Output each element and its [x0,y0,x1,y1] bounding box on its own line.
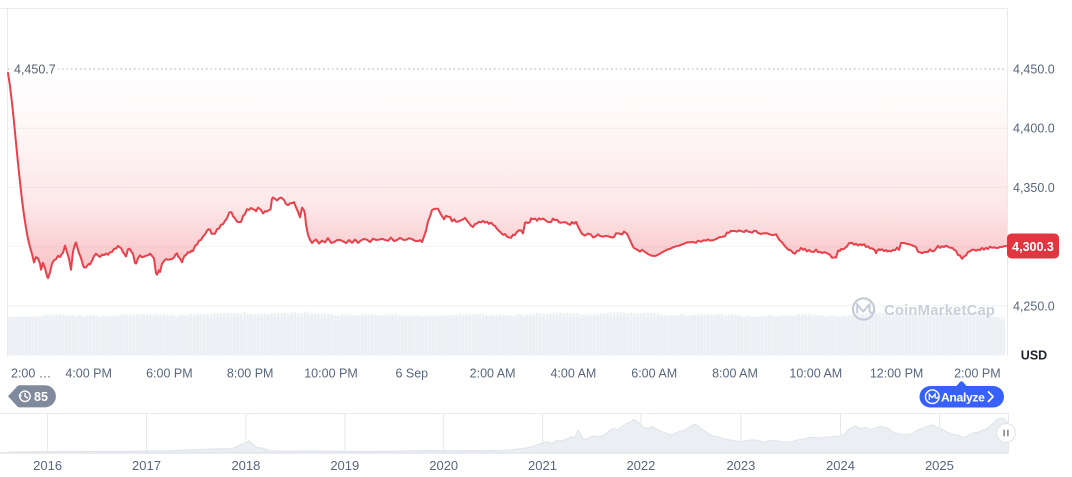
svg-text:Analyze: Analyze [941,390,985,404]
svg-text:2:00 …: 2:00 … [11,367,51,381]
svg-text:2024: 2024 [826,458,855,473]
svg-text:85: 85 [34,390,48,404]
svg-text:4,400.0: 4,400.0 [1013,122,1055,136]
svg-text:4,350.0: 4,350.0 [1013,181,1055,195]
svg-text:10:00 AM: 10:00 AM [789,367,842,381]
svg-text:4:00 AM: 4:00 AM [550,367,596,381]
svg-text:4,450.0: 4,450.0 [1013,63,1055,77]
svg-text:12:00 PM: 12:00 PM [870,367,924,381]
svg-text:2025: 2025 [925,458,954,473]
svg-text:2022: 2022 [626,458,655,473]
svg-text:2016: 2016 [33,458,62,473]
svg-text:4,300.3: 4,300.3 [1012,240,1054,254]
svg-text:2:00 PM: 2:00 PM [954,367,1001,381]
svg-text:2017: 2017 [132,458,161,473]
svg-text:6:00 AM: 6:00 AM [631,367,677,381]
svg-text:USD: USD [1021,349,1047,363]
svg-text:2023: 2023 [726,458,755,473]
svg-text:2:00 AM: 2:00 AM [470,367,516,381]
svg-text:4:00 PM: 4:00 PM [65,367,112,381]
svg-text:2018: 2018 [231,458,260,473]
svg-text:4,250.0: 4,250.0 [1013,299,1055,313]
svg-text:8:00 PM: 8:00 PM [227,367,274,381]
svg-text:CoinMarketCap: CoinMarketCap [884,303,995,319]
svg-text:4,450.7: 4,450.7 [14,63,56,77]
svg-text:2019: 2019 [330,458,359,473]
svg-text:2020: 2020 [429,458,458,473]
svg-text:10:00 PM: 10:00 PM [304,367,358,381]
svg-text:2021: 2021 [528,458,557,473]
svg-text:8:00 AM: 8:00 AM [712,367,758,381]
svg-text:6 Sep: 6 Sep [395,367,428,381]
svg-text:6:00 PM: 6:00 PM [146,367,193,381]
